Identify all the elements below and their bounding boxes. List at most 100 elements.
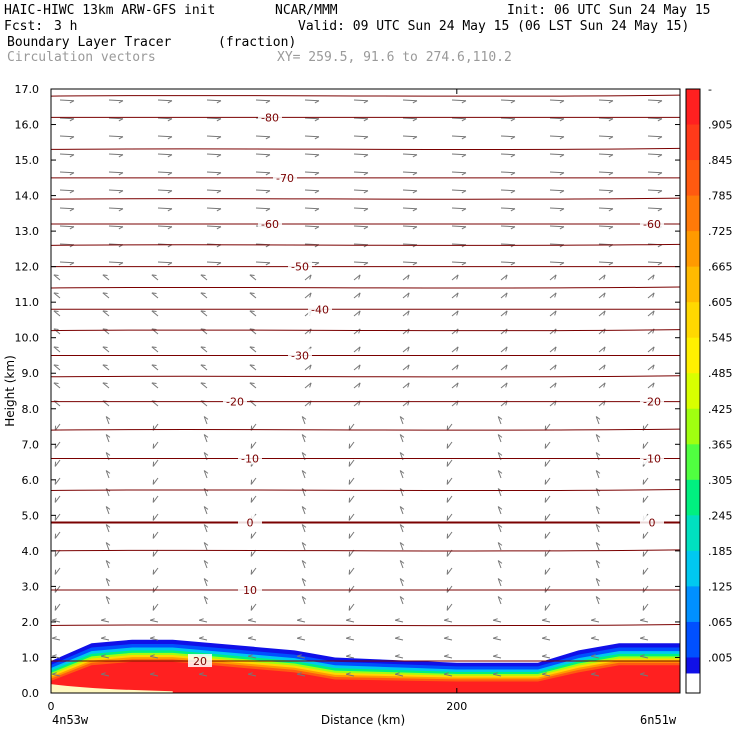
y-tick-label: 8.0 xyxy=(22,403,40,416)
vector-arrowhead xyxy=(118,136,124,140)
vector-arrow xyxy=(54,603,61,611)
vector-arrow xyxy=(451,261,467,264)
colorbar-label: .605 xyxy=(708,296,733,309)
vector-arrowhead xyxy=(309,364,312,370)
vector-arrowhead xyxy=(505,310,508,316)
vector-arrow xyxy=(249,310,257,317)
vector-arrowhead xyxy=(203,470,209,474)
vector-arrow xyxy=(647,274,655,281)
vector-arrowhead xyxy=(363,154,369,158)
vector-arrowhead xyxy=(69,208,75,212)
contour-label-bg xyxy=(238,515,262,529)
vector-arrowhead xyxy=(456,274,459,280)
field-units: (fraction) xyxy=(218,35,297,50)
contour-label-bg xyxy=(273,170,297,184)
vector-arrow xyxy=(591,673,600,677)
vector-arrowhead xyxy=(595,452,601,456)
vector-arrow xyxy=(444,619,453,623)
vector-arrow xyxy=(395,637,404,641)
vector-arrow xyxy=(206,117,222,120)
vector-arrowhead xyxy=(399,596,405,600)
vector-arrowhead xyxy=(301,434,307,438)
vector-arrow xyxy=(353,274,361,281)
colorbar-label: .365 xyxy=(708,438,733,451)
vector-arrow xyxy=(206,135,222,138)
vector-arrow xyxy=(598,310,606,317)
vector-arrowhead xyxy=(118,100,124,104)
vector-arrow xyxy=(151,310,159,317)
colorbar-swatch xyxy=(686,266,700,303)
vector-arrow xyxy=(647,382,655,389)
vector-arrow xyxy=(152,567,159,575)
vector-arrowhead xyxy=(265,172,271,176)
vector-arrow xyxy=(549,364,557,371)
vector-arrowhead xyxy=(265,190,271,194)
vector-arrow xyxy=(642,531,649,539)
vector-arrow xyxy=(206,189,222,192)
vector-arrowhead xyxy=(200,382,206,385)
vector-arrowhead xyxy=(399,506,405,510)
x-tick-label: 200 xyxy=(446,700,467,713)
vector-arrowhead xyxy=(412,262,418,266)
vector-arrow xyxy=(549,328,557,335)
contour-line xyxy=(51,400,680,403)
vector-arrow xyxy=(348,531,355,539)
vector-arrowhead xyxy=(456,364,459,370)
colorbar-label: .245 xyxy=(708,509,733,522)
vector-arrowhead xyxy=(314,100,320,104)
vector-arrow xyxy=(446,603,453,611)
vector-arrowhead xyxy=(102,364,108,367)
vector-arrow xyxy=(200,346,208,353)
contour-label: -40 xyxy=(311,303,329,316)
vector-arrowhead xyxy=(301,506,307,510)
vector-arrow xyxy=(200,274,208,281)
vector-arrowhead xyxy=(407,382,410,388)
vector-arrow xyxy=(451,382,459,389)
vector-arrowhead xyxy=(657,100,663,104)
vector-arrow xyxy=(446,495,453,503)
vector-arrow xyxy=(348,603,355,611)
vector-arrowhead xyxy=(603,364,606,370)
vector-arrowhead xyxy=(150,636,155,639)
vector-arrowhead xyxy=(105,542,111,546)
vector-arrowhead xyxy=(358,328,361,334)
vector-arrow xyxy=(353,135,369,138)
vector-arrow xyxy=(642,477,649,485)
vector-arrowhead xyxy=(314,262,320,266)
colorbar-label: .725 xyxy=(708,225,733,238)
vector-arrow xyxy=(598,292,606,299)
vector-arrowhead xyxy=(249,328,255,331)
vector-arrow xyxy=(595,506,600,515)
vector-arrowhead xyxy=(510,100,516,104)
vector-arrowhead xyxy=(595,596,601,600)
vector-arrow xyxy=(105,560,110,569)
vector-arrowhead xyxy=(603,328,606,334)
vector-arrow xyxy=(157,171,173,174)
vector-arrowhead xyxy=(559,190,565,194)
vector-arrowhead xyxy=(559,136,565,140)
vector-arrow xyxy=(157,153,173,156)
y-tick-label: 6.0 xyxy=(22,474,40,487)
colorbar-label: .665 xyxy=(708,261,733,274)
vector-arrow xyxy=(642,585,649,593)
vector-arrow xyxy=(493,655,502,659)
vector-arrowhead xyxy=(608,262,614,266)
vector-arrowhead xyxy=(399,560,405,564)
vector-arrow xyxy=(595,434,600,443)
vector-arrowhead xyxy=(105,524,111,528)
vector-arrow xyxy=(544,603,551,611)
contour-label: -60 xyxy=(261,218,279,231)
vector-arrowhead xyxy=(640,672,645,675)
vector-arrow xyxy=(105,542,110,551)
vector-arrowhead xyxy=(444,636,449,639)
vector-arrow xyxy=(444,655,453,659)
vector-arrowhead xyxy=(249,274,255,277)
vector-arrow xyxy=(157,99,173,102)
contour-line xyxy=(51,286,680,289)
vector-arrow xyxy=(152,603,159,611)
vector-arrow xyxy=(52,673,61,677)
vector-arrowhead xyxy=(497,434,503,438)
vector-arrow xyxy=(591,655,600,659)
vector-arrow xyxy=(105,434,110,443)
vector-arrow xyxy=(451,99,467,102)
